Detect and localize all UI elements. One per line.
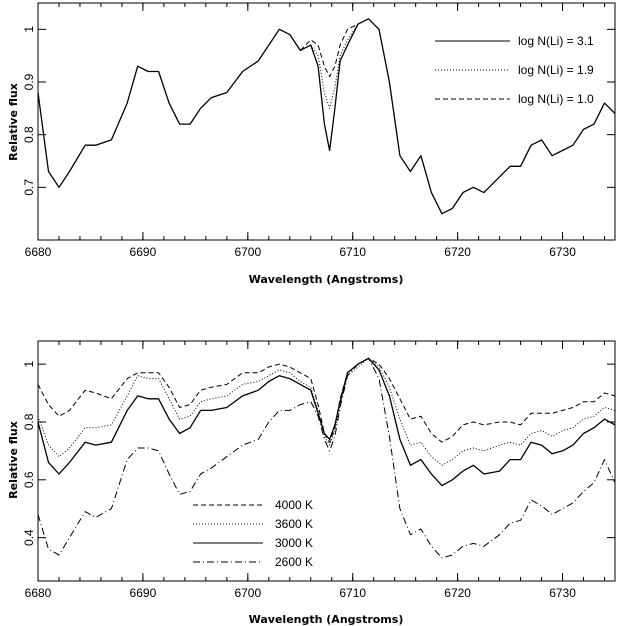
bottom-plot-frame [37,340,616,582]
y-tick-label: 0.7 [22,179,36,196]
x-tick-label: 6680 [25,245,52,259]
x-tick-label: 6730 [549,586,576,600]
bottom-series [38,357,615,559]
bottom-panel: 6680 6690 6700 6710 6720 6730 0.4 0.6 0.8 1 4000… [7,340,616,626]
x-tick-label: 6720 [444,245,471,259]
series-line [38,18,615,215]
bottom-x-ticks: 6680 6690 6700 6710 6720 6730 [25,341,606,600]
x-tick-label: 6720 [444,586,471,600]
series-line [38,357,615,466]
y-tick-label: 1 [22,26,36,33]
legend-label: 3000 K [275,536,313,550]
bottom-y-ticks: 0.4 0.6 0.8 1 [22,360,615,546]
x-tick-label: 6710 [339,245,366,259]
legend-label: 3600 K [275,517,313,531]
y-tick-label: 0.9 [22,73,36,90]
legend-label: log N(Li) = 1.0 [518,92,594,106]
bottom-y-axis-label: Relative flux [7,421,20,499]
top-panel: 6680 6690 6700 6710 6720 6730 0.7 0.8 0.9 1 log … [7,2,616,286]
x-tick-label: 6690 [130,245,157,259]
y-tick-label: 0.8 [22,413,36,430]
x-tick-label: 6700 [234,245,261,259]
x-tick-label: 6680 [25,586,52,600]
top-plot-frame [37,2,616,241]
top-x-axis-label: Wavelength (Angstroms) [249,273,404,286]
legend-label: log N(Li) = 3.1 [518,34,594,48]
series-line [38,357,615,487]
y-tick-label: 0.6 [22,471,36,488]
legend-label: log N(Li) = 1.9 [518,63,594,77]
y-tick-label: 0.4 [22,529,36,546]
x-tick-label: 6700 [234,586,261,600]
y-tick-label: 0.8 [22,126,36,143]
x-tick-label: 6710 [339,586,366,600]
legend-label: 4000 K [275,498,313,512]
series-line [38,357,615,559]
y-tick-label: 1 [22,360,36,367]
top-legend: log N(Li) = 3.1 log N(Li) = 1.9 log N(Li) … [435,34,594,106]
top-y-axis-label: Relative flux [7,83,20,161]
top-x-ticks: 6680 6690 6700 6710 6720 6730 [25,3,606,259]
x-tick-label: 6690 [130,586,157,600]
legend-label: 2600 K [275,555,313,569]
bottom-legend: 4000 K 3600 K 3000 K 2600 K [193,498,313,569]
bottom-x-axis-label: Wavelength (Angstroms) [249,613,404,626]
x-tick-label: 6730 [549,245,576,259]
series-line [299,23,359,78]
series-line [300,23,359,109]
series-line [38,357,615,443]
top-y-ticks: 0.7 0.8 0.9 1 [22,26,615,196]
top-series [38,18,615,215]
